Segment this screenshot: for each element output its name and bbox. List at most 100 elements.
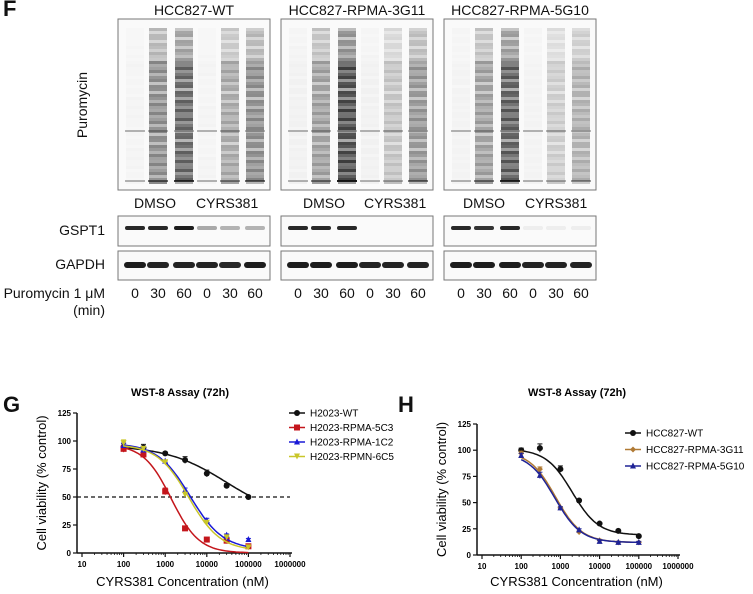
band: [361, 73, 379, 76]
band: [289, 73, 307, 76]
band: [149, 88, 167, 91]
band: [361, 166, 379, 169]
lane-label: 60: [339, 285, 355, 301]
band: [475, 31, 493, 34]
legend-label: HCC827-RPMA-3G11: [646, 445, 744, 456]
band: [312, 79, 330, 82]
legend-label: HCC827-WT: [646, 429, 703, 440]
band: [547, 94, 565, 97]
band: [221, 100, 239, 103]
band: [501, 103, 519, 106]
puromycin-lane: [571, 28, 591, 184]
lane-label: 30: [150, 285, 166, 301]
marker-square: [294, 424, 300, 431]
band: [175, 160, 193, 163]
band: [246, 70, 264, 73]
band: [501, 121, 519, 124]
band: [361, 124, 379, 127]
band: [475, 112, 493, 115]
band: [384, 127, 402, 130]
band: [175, 154, 193, 157]
y-tick-label: 50: [62, 493, 71, 502]
band: [175, 178, 193, 181]
band: [221, 121, 239, 124]
band: [384, 28, 402, 31]
band: [475, 37, 493, 40]
band: [149, 136, 167, 139]
x-tick-label: 10000: [588, 562, 611, 571]
band: [246, 64, 264, 67]
band: [312, 91, 330, 94]
band: [572, 103, 590, 106]
marker-circle: [596, 520, 603, 527]
band: [221, 91, 239, 94]
band: [475, 94, 493, 97]
chart-title: WST-8 Assay (72h): [528, 387, 626, 399]
band: [409, 130, 427, 133]
band: [547, 136, 565, 139]
band: [175, 103, 193, 106]
band: [221, 28, 239, 31]
puromycin-lane: [383, 28, 403, 184]
band: [175, 163, 193, 166]
marker-diamond: [630, 446, 636, 453]
band: [384, 100, 402, 103]
band: [475, 157, 493, 160]
band: [384, 103, 402, 106]
band: [246, 28, 264, 31]
blot-title-3g11: HCC827-RPMA-3G11: [288, 2, 426, 18]
band: [572, 97, 590, 100]
legend-item: H2023-RPMA-5C3: [289, 423, 394, 434]
band: [572, 79, 590, 82]
gspt1-band: [197, 226, 217, 230]
band: [289, 166, 307, 169]
band: [175, 61, 193, 64]
band: [475, 28, 493, 31]
band: [501, 76, 519, 79]
band: [501, 28, 519, 31]
band: [547, 76, 565, 79]
treatment-dmso-1: DMSO: [134, 195, 176, 211]
band: [221, 178, 239, 181]
band: [338, 94, 356, 97]
band: [547, 85, 565, 88]
band: [409, 133, 427, 136]
band: [409, 145, 427, 148]
band: [338, 67, 356, 70]
band: [547, 127, 565, 130]
band: [312, 163, 330, 166]
band: [384, 151, 402, 154]
band: [384, 124, 402, 127]
band: [384, 121, 402, 124]
band: [312, 175, 330, 178]
band-bottom: [311, 180, 331, 182]
band: [221, 52, 239, 55]
band: [409, 163, 427, 166]
band: [547, 58, 565, 61]
band: [384, 61, 402, 64]
band: [246, 163, 264, 166]
band: [312, 166, 330, 169]
band-bottom: [571, 180, 591, 182]
marker-circle: [615, 527, 622, 534]
band: [246, 142, 264, 145]
band-bottom: [523, 180, 543, 182]
band: [384, 163, 402, 166]
band: [572, 142, 590, 145]
band: [175, 157, 193, 160]
band: [547, 52, 565, 55]
band: [221, 37, 239, 40]
band: [384, 73, 402, 76]
band: [409, 31, 427, 34]
band: [384, 178, 402, 181]
band: [246, 154, 264, 157]
band: [312, 142, 330, 145]
x-tick-label: 1000000: [662, 562, 694, 571]
band: [572, 67, 590, 70]
band: [572, 121, 590, 124]
band: [384, 106, 402, 109]
band: [409, 64, 427, 67]
marker-triangle-up: [294, 438, 300, 445]
band: [149, 163, 167, 166]
band: [312, 103, 330, 106]
